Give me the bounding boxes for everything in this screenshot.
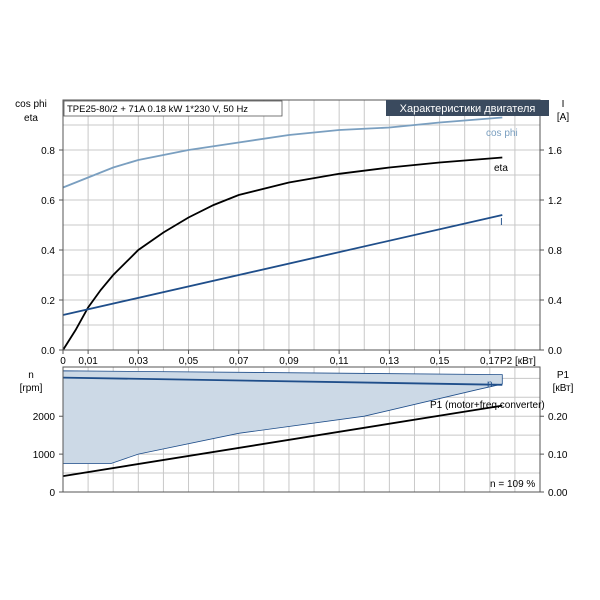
speed-annotation: n = 109 % bbox=[490, 479, 535, 490]
y-right-tick-label: 1.2 bbox=[548, 196, 562, 207]
x-tick-label: 0,01 bbox=[78, 356, 98, 367]
y-right-label-kw: [кВт] bbox=[553, 383, 574, 394]
series-cos-phi-line bbox=[62, 116, 503, 189]
y-left-label-cosphi: cos phi bbox=[15, 99, 47, 110]
series-current-line bbox=[62, 214, 503, 316]
y-right-tick-label: 0.8 bbox=[548, 246, 562, 257]
x-tick-label: 0 bbox=[60, 356, 66, 367]
y-right-label-unit: [A] bbox=[557, 112, 569, 123]
bottom-axes: 0 1000 2000 0.00 0.10 0.20 bbox=[33, 366, 568, 499]
series-label-cos-phi: cos phi bbox=[486, 128, 518, 139]
x-tick-label: 0,15 bbox=[430, 356, 450, 367]
y-left-tick-label: 0.0 bbox=[41, 346, 55, 357]
x-tick-label: 0,09 bbox=[279, 356, 299, 367]
y-right-tick-label: 0.20 bbox=[548, 412, 568, 423]
bottom-series bbox=[62, 376, 503, 477]
y-left-tick-label: 0.4 bbox=[41, 246, 55, 257]
y-left-tick-label: 2000 bbox=[33, 412, 56, 423]
y-right-tick-label: 0.4 bbox=[548, 296, 562, 307]
series-label-eta: eta bbox=[494, 163, 508, 174]
y-right-tick-label: 0.10 bbox=[548, 450, 568, 461]
y-right-tick-label: 0.00 bbox=[548, 488, 568, 499]
y-left-tick-label: 0.8 bbox=[41, 146, 55, 157]
subtitle-box bbox=[63, 100, 283, 117]
bottom-plot-frame bbox=[62, 366, 541, 493]
speed-band bbox=[62, 370, 503, 465]
title-box bbox=[386, 100, 549, 116]
x-tick-label: 0,03 bbox=[129, 356, 149, 367]
y-right-tick-label: 0.0 bbox=[548, 346, 562, 357]
y-left-tick-label: 0.2 bbox=[41, 296, 55, 307]
series-p1-line bbox=[62, 404, 503, 477]
series-eta-line bbox=[62, 156, 503, 351]
top-plot-frame bbox=[62, 99, 541, 351]
y-right-tick-label: 1.6 bbox=[548, 146, 562, 157]
y-left-label-n: n bbox=[28, 370, 34, 381]
x-tick-label: 0,17 bbox=[480, 356, 500, 367]
x-tick-label: 0,11 bbox=[330, 356, 349, 367]
series-label-current: I bbox=[500, 217, 503, 228]
speed-range-area bbox=[62, 370, 503, 465]
y-right-label-p1: P1 bbox=[557, 370, 570, 381]
labels: TPE25-80/2 + 71A 0.18 kW 1*230 V, 50 Hz Х… bbox=[15, 99, 573, 490]
top-axes: 0 0,01 0,03 0,05 0,07 0,09 0,11 0,13 0,15 0,17 0.0… bbox=[41, 99, 562, 367]
top-series bbox=[62, 116, 503, 351]
y-left-tick-label: 1000 bbox=[33, 450, 56, 461]
y-right-label-i: I bbox=[562, 99, 565, 110]
y-left-label-rpm: [rpm] bbox=[20, 383, 43, 394]
y-left-tick-label: 0.6 bbox=[41, 196, 55, 207]
series-label-speed: n bbox=[487, 379, 493, 390]
chart-title: Характеристики двигателя bbox=[400, 103, 536, 115]
x-axis-label: P2 [кВт] bbox=[500, 356, 536, 367]
x-tick-label: 0,13 bbox=[380, 356, 400, 367]
series-label-p1: P1 (motor+freq.converter) bbox=[430, 400, 545, 411]
x-tick-label: 0,07 bbox=[229, 356, 249, 367]
x-tick-label: 0,05 bbox=[179, 356, 199, 367]
series-speed-line bbox=[62, 376, 503, 386]
y-left-label-eta: eta bbox=[24, 113, 38, 124]
y-left-tick-label: 0 bbox=[49, 488, 55, 499]
chart-subtitle: TPE25-80/2 + 71A 0.18 kW 1*230 V, 50 Hz bbox=[67, 104, 248, 115]
